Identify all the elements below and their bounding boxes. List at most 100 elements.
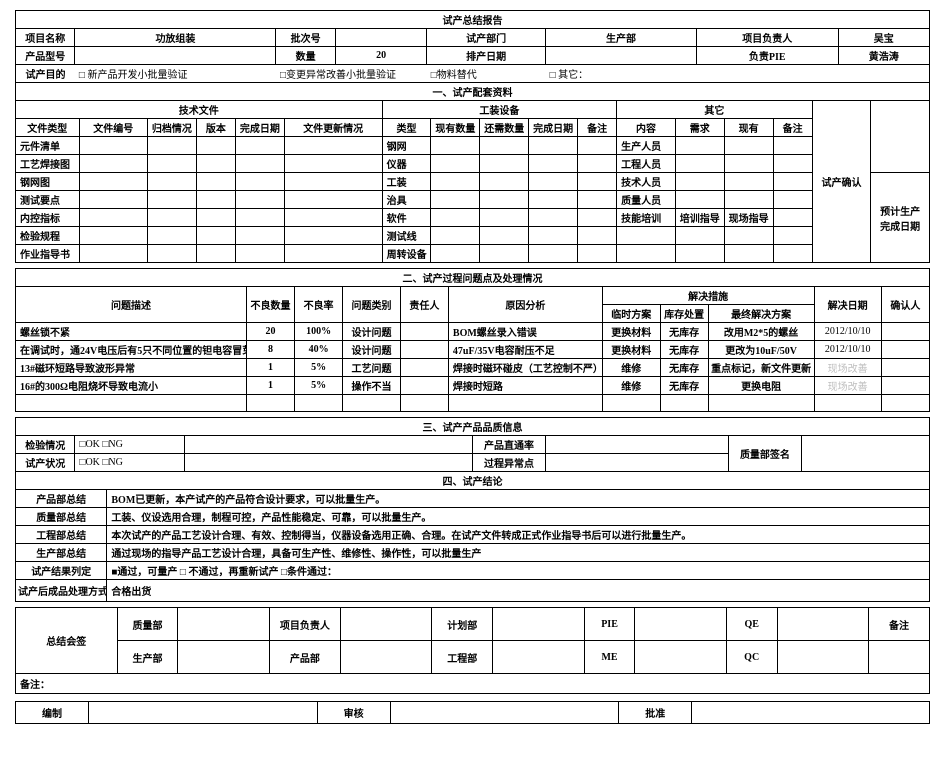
s2-confirm <box>881 395 929 412</box>
s2-stock <box>660 395 708 412</box>
s2-date <box>814 395 881 412</box>
purpose-opt-a[interactable]: □ 新产品开发小批量验证 <box>75 65 276 83</box>
header-table: 试产总结报告 项目名称 功放组装 批次号 试产部门 生产部 项目负责人 吴宝 产… <box>15 10 930 83</box>
s2-type <box>343 395 401 412</box>
lbl-abnormal: 过程异常点 <box>472 454 545 472</box>
remark-label: 备注： <box>16 674 930 694</box>
sign-r1-8: QE <box>726 608 777 641</box>
s2-rate: 5% <box>295 359 343 377</box>
lbl-try-status: 试产状况 <box>16 454 75 472</box>
s2-rate <box>295 395 343 412</box>
lbl-project-name: 项目名称 <box>16 29 75 47</box>
s2-owner <box>400 341 448 359</box>
s2-temp: 更换材料 <box>602 341 660 359</box>
s2-qty: 1 <box>246 377 294 395</box>
h-have-qty: 现有数量 <box>431 119 480 137</box>
purpose-opt-d[interactable]: □ 其它： <box>546 65 930 83</box>
section2-table: 二、试产过程问题点及处理情况 问题描述 不良数量 不良率 问题类别 责任人 原因… <box>15 268 930 412</box>
s2-owner <box>400 359 448 377</box>
sign-r1-6: PIE <box>584 608 635 641</box>
sign-r1-4: 计划部 <box>432 608 493 641</box>
s1-g1: 技术文件 <box>16 101 383 119</box>
s2-confirm <box>881 377 929 395</box>
s2-date: 现场改善 <box>814 359 881 377</box>
doc-row: 工艺焊接图 <box>16 155 80 173</box>
schedule-box-l2: 完成日期 <box>873 218 927 233</box>
h-doc-update: 文件更新情况 <box>284 119 382 137</box>
s2-rate: 40% <box>295 341 343 359</box>
s2-final: 改用M2*5的螺丝 <box>708 323 814 341</box>
s2-desc: 在调试时，通24V电压后有5只不同位置的钽电容冒芽 <box>16 341 247 359</box>
s2-type: 操作不当 <box>343 377 401 395</box>
s2-qty: 8 <box>246 341 294 359</box>
s2-cause: 47uF/35V电容耐压不足 <box>448 341 602 359</box>
s2-temp <box>602 395 660 412</box>
s2-confirm <box>881 341 929 359</box>
val-qty: 20 <box>335 47 426 65</box>
signoff-table: 总结会签 质量部 项目负责人 计划部 PIE QE 备注 生产部 产品部 工程部… <box>15 607 930 674</box>
s2-cause: BOM螺丝录入错误 <box>448 323 602 341</box>
purpose-opt-b[interactable]: □变更异常改善小批量验证 <box>276 65 427 83</box>
s4-result-label: 试产结果列定 <box>16 562 107 580</box>
s2-date: 2012/10/10 <box>814 323 881 341</box>
s2-final: 更改为10uF/50V <box>708 341 814 359</box>
doc-row: 测试要点 <box>16 191 80 209</box>
s2-cause: 焊接时磁环碰皮（工艺控制不严） <box>448 359 602 377</box>
report-sheet: 试产总结报告 项目名称 功放组装 批次号 试产部门 生产部 项目负责人 吴宝 产… <box>0 0 945 764</box>
h-done-date: 完成日期 <box>235 119 284 137</box>
lbl-inspect: 检验情况 <box>16 436 75 454</box>
inspect-opts[interactable]: □OK □NG <box>75 436 185 454</box>
s2-type: 工艺问题 <box>343 359 401 377</box>
s4-k0: 产品部总结 <box>16 490 107 508</box>
h-temp: 临时方案 <box>602 305 660 323</box>
s2-stock: 无库存 <box>660 323 708 341</box>
val-product-model <box>75 47 276 65</box>
s2-temp: 更换材料 <box>602 323 660 341</box>
other-r5-c3: 现场指导 <box>724 209 773 227</box>
eq-row: 钢网 <box>382 137 431 155</box>
s2-cause <box>448 395 602 412</box>
status-opts[interactable]: □OK □NG <box>75 454 185 472</box>
sign-r1-10: 备注 <box>868 608 929 641</box>
s3-heading: 三、试产产品品质信息 <box>16 418 930 436</box>
footer-review-blank <box>390 702 619 724</box>
h-solve-date: 解决日期 <box>814 287 881 323</box>
other-row <box>617 227 676 245</box>
s4-result-opts[interactable]: ■通过，可量产 □ 不通过，再重新试产 □条件通过： <box>107 562 930 580</box>
h-bad-rate: 不良率 <box>295 287 343 323</box>
val-project-name: 功放组装 <box>75 29 276 47</box>
eq-row: 软件 <box>382 209 431 227</box>
sign-r1-0: 质量部 <box>117 608 178 641</box>
s2-heading: 二、试产过程问题点及处理情况 <box>16 269 930 287</box>
sign-r1-5 <box>493 608 584 641</box>
s4-v2: 本次试产的产品工艺设计合理、有效、控制得当，仪器设备选用正确、合理。在试产文件转… <box>107 526 930 544</box>
s2-temp: 维修 <box>602 377 660 395</box>
s1-confirm-cell-b: 预计生产 完成日期 <box>871 173 930 263</box>
s1-heading: 一、试产配套资料 <box>16 83 930 101</box>
s2-type: 设计问题 <box>343 341 401 359</box>
h-owner: 责任人 <box>400 287 448 323</box>
s2-stock: 无库存 <box>660 359 708 377</box>
h-bad-qty: 不良数量 <box>246 287 294 323</box>
h-problem: 问题描述 <box>16 287 247 323</box>
handling-table: 试产后成品处理方式： 合格出货 <box>15 579 930 602</box>
lbl-batch-no: 批次号 <box>276 29 335 47</box>
signoff-label: 总结会签 <box>16 608 118 674</box>
purpose-opt-c[interactable]: □物料替代 <box>427 65 546 83</box>
schedule-box-l1: 预计生产 <box>873 203 927 218</box>
handling-label: 试产后成品处理方式： <box>16 580 107 602</box>
report-title: 试产总结报告 <box>16 11 930 29</box>
footer-edit-blank <box>89 702 318 724</box>
s1-g3: 其它 <box>617 101 812 119</box>
lbl-qsign: 质量部签名 <box>728 436 801 472</box>
s2-stock: 无库存 <box>660 341 708 359</box>
doc-row: 作业指导书 <box>16 245 80 263</box>
h-content: 内容 <box>617 119 676 137</box>
s2-final: 更换电阻 <box>708 377 814 395</box>
doc-row: 钢网图 <box>16 173 80 191</box>
s2-date: 现场改善 <box>814 377 881 395</box>
h-done-date2: 完成日期 <box>529 119 578 137</box>
sign-r1-3 <box>340 608 431 641</box>
s2-qty: 20 <box>246 323 294 341</box>
status-blank <box>185 454 473 472</box>
